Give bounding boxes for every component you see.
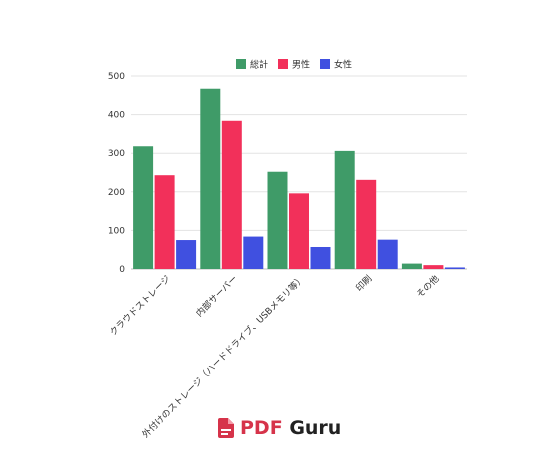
bar [377,239,398,269]
bar [200,88,221,269]
bar [243,236,264,269]
y-tick-label: 400 [108,111,125,121]
bar [423,265,444,269]
pdf-file-icon [218,418,234,438]
x-tick-label: その他 [414,273,442,301]
bars [133,88,465,269]
bar [356,179,377,269]
x-tick-label: 印刷 [353,273,374,294]
bar [176,240,197,269]
brand-guru: Guru [289,417,342,439]
legend: 総計 男性 女性 [236,59,352,71]
bar [221,120,242,269]
bar [289,193,309,269]
y-tick-label: 500 [108,72,125,82]
bar [401,263,422,269]
pdf-guru-logo: PDF Guru [218,414,341,442]
y-tick-label: 0 [119,265,125,275]
bar [133,146,154,269]
bar [154,175,175,269]
y-tick-label: 100 [108,226,125,236]
brand-name: PDF Guru [240,417,341,439]
x-tick-label: 内部サーバー [193,273,240,320]
bar [334,150,355,269]
y-tick-label: 300 [108,149,125,159]
bar [310,246,331,269]
y-tick-label: 200 [108,188,125,198]
bar [267,171,288,269]
y-axis-ticks: 0 100 200 300 400 500 [108,72,125,275]
bar [444,267,465,269]
legend-swatch [320,59,330,69]
legend-label: 男性 [292,59,310,71]
legend-label: 女性 [334,59,352,71]
brand-pdf: PDF [240,417,283,439]
legend-label: 総計 [250,59,268,71]
legend-swatch [236,59,246,69]
x-tick-label: クラウドストレージ [108,273,173,338]
legend-swatch [278,59,288,69]
